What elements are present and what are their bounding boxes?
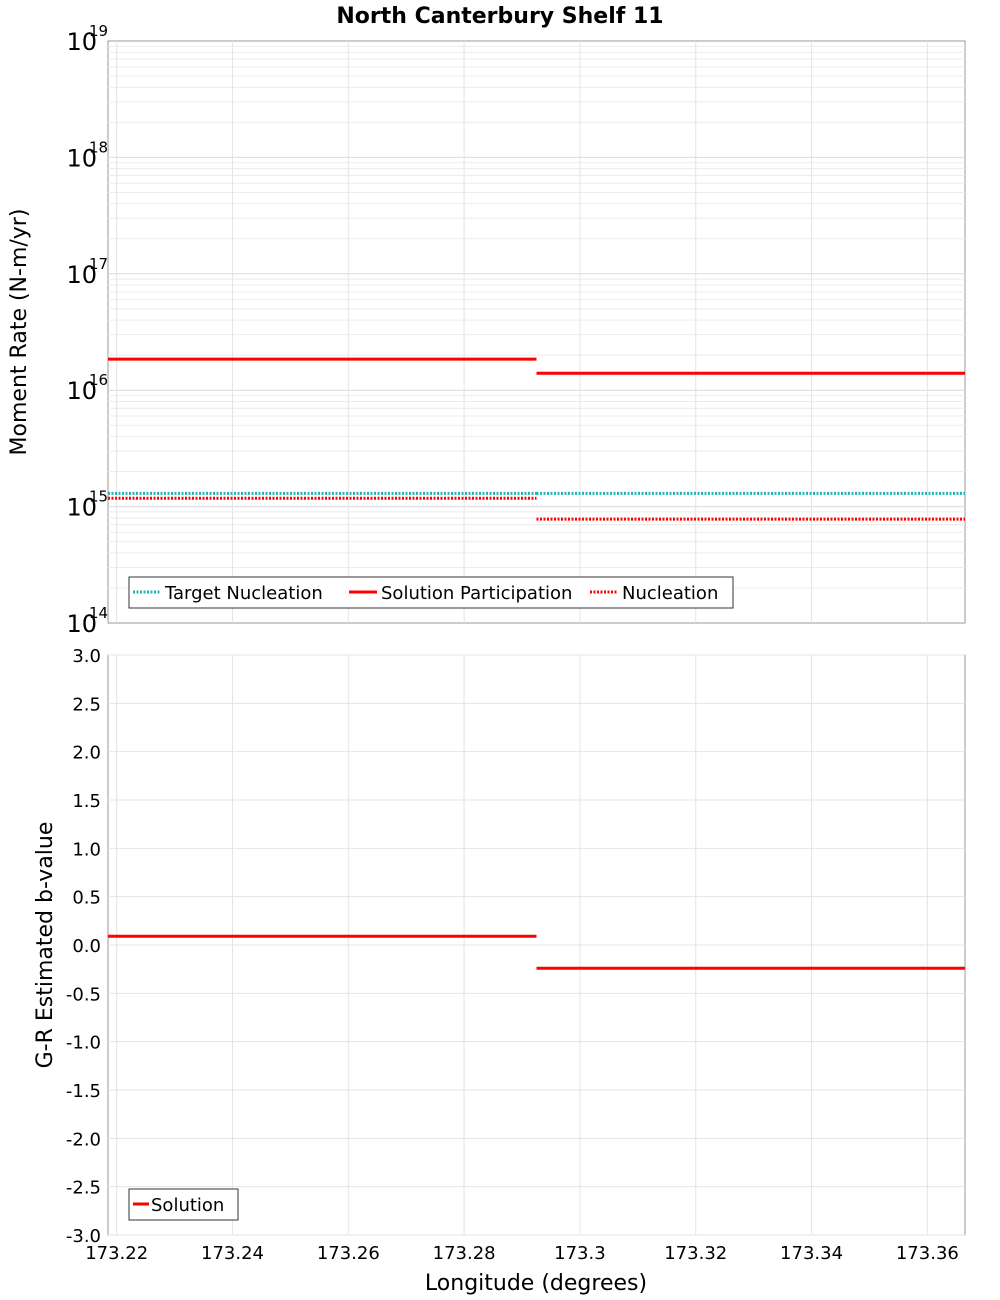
x-tick-label: 173.26 bbox=[317, 1243, 380, 1264]
y-tick-label: 0.0 bbox=[72, 936, 101, 957]
moment-rate-grid bbox=[108, 41, 965, 623]
x-tick-label: 173.28 bbox=[433, 1243, 496, 1264]
y-tick-label: -2.0 bbox=[66, 1129, 101, 1150]
y-tick-label: -1.5 bbox=[66, 1081, 101, 1102]
y-tick-label-base: 10 bbox=[66, 610, 97, 638]
y-tick-label: 2.0 bbox=[72, 743, 101, 764]
legend-label: Nucleation bbox=[622, 583, 718, 604]
x-tick-label: 173.24 bbox=[201, 1243, 264, 1264]
y-tick-label-base: 10 bbox=[66, 144, 97, 172]
y-tick-label-exponent: 14 bbox=[89, 604, 108, 622]
moment-rate-plot-area bbox=[107, 40, 966, 624]
y-tick-label: -0.5 bbox=[66, 984, 101, 1005]
y-tick-label-base: 10 bbox=[66, 494, 97, 522]
y-tick-label: 2.5 bbox=[72, 694, 101, 715]
b-value-y-ticks: -3.0 -2.5 -2.0 -1.5 -1.0 -0.5 0.0 0.5 1.0 1.5 2.0 2… bbox=[66, 646, 101, 1247]
x-tick-label: 173.3 bbox=[554, 1243, 606, 1264]
b-value-grid bbox=[108, 654, 965, 1236]
y-tick-label: -1.0 bbox=[66, 1033, 101, 1054]
legend-box bbox=[128, 576, 734, 609]
legend-label: Solution bbox=[151, 1195, 224, 1216]
y-tick-label-base: 10 bbox=[66, 261, 97, 289]
y-tick-label-exponent: 19 bbox=[89, 22, 108, 40]
y-tick-label: 0.5 bbox=[72, 888, 101, 909]
b-value-series bbox=[108, 934, 965, 970]
b-value-panel: -3.0 -2.5 -2.0 -1.5 -1.0 -0.5 0.0 0.5 1.0 1.5 2.0 2… bbox=[33, 646, 966, 1296]
y-tick-label-exponent: 17 bbox=[89, 255, 108, 273]
y-tick-label-exponent: 16 bbox=[89, 371, 108, 389]
y-tick-label-exponent: 15 bbox=[89, 488, 108, 506]
x-tick-label: 173.34 bbox=[780, 1243, 843, 1264]
y-tick-label: 1.0 bbox=[72, 839, 101, 860]
moment-rate-legend: Target Nucleation Solution Participation N… bbox=[128, 576, 734, 609]
y-tick-label: 1.5 bbox=[72, 791, 101, 812]
y-tick-label-base: 10 bbox=[66, 28, 97, 56]
moment-rate-series bbox=[108, 357, 965, 521]
x-tick-label: 173.22 bbox=[85, 1243, 148, 1264]
x-axis-label: Longitude (degrees) bbox=[425, 1271, 647, 1296]
legend-label: Target Nucleation bbox=[164, 583, 323, 604]
chart-title: North Canterbury Shelf 11 bbox=[336, 4, 663, 29]
b-value-y-axis-label: G-R Estimated b-value bbox=[33, 822, 58, 1069]
moment-rate-y-axis-label: Moment Rate (N-m/yr) bbox=[7, 209, 32, 456]
x-axis-ticks: 173.22 173.24 173.26 173.28 173.3 173.32 173.3… bbox=[85, 1243, 959, 1264]
legend-label: Solution Participation bbox=[381, 583, 572, 604]
x-tick-label: 173.32 bbox=[664, 1243, 727, 1264]
y-tick-label: -3.0 bbox=[66, 1226, 101, 1247]
b-value-legend: Solution bbox=[128, 1188, 239, 1221]
y-tick-label-exponent: 18 bbox=[89, 138, 108, 156]
y-tick-label: 3.0 bbox=[72, 646, 101, 667]
y-tick-label-base: 10 bbox=[66, 377, 97, 405]
x-tick-label: 173.36 bbox=[896, 1243, 959, 1264]
y-tick-label: -2.5 bbox=[66, 1178, 101, 1199]
